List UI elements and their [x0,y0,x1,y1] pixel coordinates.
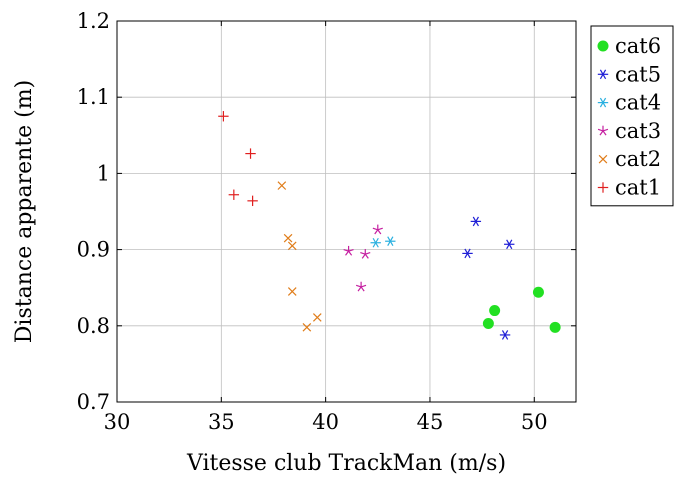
point-cat5 [470,216,482,227]
legend-marker-cat5 [597,69,609,80]
x-tick-label: 35 [208,410,235,434]
grid-lines [116,20,576,403]
x-tick-label: 50 [521,410,548,434]
point-cat2 [287,287,297,296]
legend-marker-cat6 [597,40,609,52]
point-cat6 [489,305,501,317]
y-tick-label: 1.1 [77,85,110,109]
legend-label-cat1: cat1 [615,176,661,200]
legend-label-cat2: cat2 [615,147,661,171]
legend-marker-cat4 [597,97,609,108]
x-tick-label: 30 [104,410,131,434]
axis-ticks: 30 35 40 45 50 0.7 0.8 0.9 1 1.1 1.2 [77,9,576,434]
legend-marker-cat3 [597,125,609,136]
y-tick-label: 1.2 [77,9,110,33]
x-tick-label: 40 [312,410,339,434]
legend: cat6 cat5 cat4 cat3 cat2 cat1 [590,25,674,207]
point-cat4 [370,237,381,248]
point-cat3 [360,248,371,259]
point-cat4 [385,236,396,247]
legend-label-cat4: cat4 [615,91,661,115]
point-cat1 [247,195,258,207]
plot-area [116,20,577,403]
y-tick-label: 0.8 [77,314,110,338]
x-axis-label: Vitesse club TrackMan (m/s) [186,451,506,476]
point-cat2 [277,181,287,190]
x-tick-label: 45 [417,410,444,434]
data-points [218,111,561,340]
point-cat1 [228,189,240,200]
point-cat5 [462,248,473,259]
point-cat3 [355,281,367,292]
point-cat6 [549,321,561,333]
legend-label-cat3: cat3 [615,119,661,143]
point-cat1 [218,111,229,122]
point-cat2 [283,233,293,243]
legend-marker-cat1 [597,182,609,193]
y-axis-label: Distance apparente (m) [12,80,37,343]
legend-marker-cat2 [598,154,608,164]
point-cat1 [245,148,256,159]
point-cat2 [302,322,312,332]
point-cat3 [343,245,354,256]
y-tick-label: 0.7 [77,390,110,414]
point-cat2 [287,241,297,251]
point-cat5 [499,330,511,340]
legend-label-cat6: cat6 [615,34,661,58]
legend-label-cat5: cat5 [615,62,661,86]
point-cat5 [504,239,515,250]
point-cat2 [312,313,322,322]
point-cat3 [372,224,383,235]
point-cat6 [532,286,544,298]
point-cat6 [482,318,494,330]
y-tick-label: 0.9 [77,238,110,262]
legend-box [590,25,674,207]
y-tick-label: 1 [97,161,110,185]
